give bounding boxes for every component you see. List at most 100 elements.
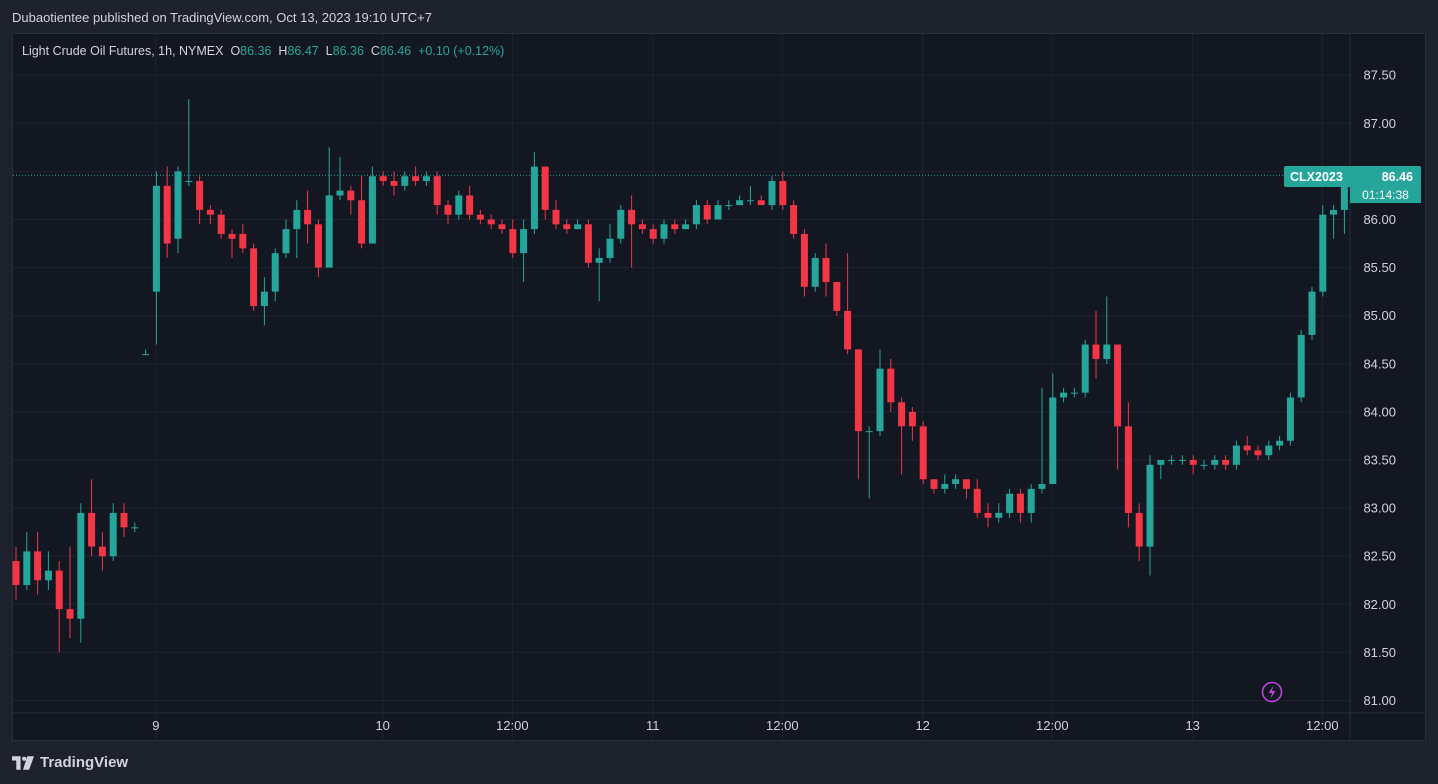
candle-body [1286,397,1294,441]
candle-body [1178,460,1186,461]
candle-body [174,171,182,239]
y-tick-label: 85.00 [1363,308,1396,323]
candle-body [1135,512,1143,547]
candle-body [1081,344,1089,393]
candle-body [185,181,193,183]
candle-body [77,512,85,619]
candle-body [919,426,927,480]
candle-body [196,181,204,210]
candle-body [833,282,841,311]
legend-low: 86.36 [332,44,364,58]
candle-body [1016,493,1024,513]
candle-body [876,368,884,432]
legend-high-label: H [278,44,288,58]
candle-body [1092,344,1100,359]
publish-header: Dubaotientee published on TradingView.co… [12,10,433,25]
candle-body [271,253,279,292]
candle-body [487,219,495,225]
candle-body [152,185,160,292]
candle-body [725,205,733,207]
candle-body [455,195,463,215]
candle-body [757,200,765,206]
x-tick-label: 12:00 [1036,718,1069,733]
candle-body [574,224,582,230]
candle-body [120,512,128,528]
candle-body [649,229,657,239]
candle-body [908,411,916,427]
legend-symbol: Light Crude Oil Futures, 1h, NYMEX [22,44,224,58]
candle-body [1146,464,1154,547]
candle-body [379,176,387,182]
tradingview-logo-icon [12,755,34,770]
candle-body [325,195,333,268]
lightning-bolt-icon[interactable] [1261,681,1283,703]
candle-body [88,512,96,547]
candle-body [1124,426,1132,513]
y-tick-label: 86.00 [1363,212,1396,227]
candle-body [250,248,258,307]
candle-body [390,181,398,186]
candle-body [617,209,625,239]
candle-body [23,551,31,586]
candle-body [941,484,949,489]
candle-body [995,512,1003,518]
candle-body [1211,460,1219,465]
last-price-tag: CLX2023 86.46 [1284,166,1421,187]
candle-body [509,229,517,254]
y-tick-label: 83.00 [1363,501,1396,516]
candle-body [142,354,150,356]
y-tick-label: 82.50 [1363,549,1396,564]
price-tag-value: 86.46 [1381,169,1413,184]
candle-body [163,185,171,244]
candle-body [606,238,614,258]
candle-body [790,205,798,234]
candle-body [952,479,960,485]
x-tick-label: 13 [1185,718,1199,733]
y-tick-label: 81.50 [1363,645,1396,660]
candle-body [260,291,268,307]
axis-labels: 87.5087.0086.5086.0085.5085.0084.5084.00… [152,68,1396,733]
legend-change: +0.10 (+0.12%) [418,44,505,58]
candle-body [1340,181,1348,210]
candle-body [304,209,312,225]
brand-name: TradingView [40,754,129,771]
candle-body [358,200,366,244]
candle-body [887,368,895,403]
chart-frame[interactable] [12,33,1426,741]
candle-body [206,209,214,215]
tradingview-brand[interactable]: TradingView [12,754,128,771]
candle-body [800,233,808,287]
price-tag-symbol: CLX2023 [1290,169,1343,184]
candle-body [973,488,981,513]
candle-body [131,527,139,529]
candle-body [1027,488,1035,513]
legend-close-label: C [370,44,380,58]
candle-body [293,209,301,230]
legend-open-label: O [230,44,241,58]
candle-body [962,479,970,489]
x-tick-label: 12 [915,718,929,733]
candle-body [55,570,63,610]
candle-body [552,209,560,225]
candle-body [628,209,636,225]
candle-body [498,224,506,230]
candle-body [1049,397,1057,485]
candle-body [1168,460,1176,461]
candle-body [1265,445,1273,456]
candle-body [671,224,679,230]
candle-body [1319,214,1327,292]
candle-body [1189,460,1197,465]
y-tick-label: 81.00 [1363,693,1396,708]
candle-body [1308,291,1316,335]
candle-body [779,181,787,206]
candle-body [822,257,830,283]
y-tick-label: 83.50 [1363,453,1396,468]
candle-body [336,190,344,196]
candle-body [1254,450,1262,456]
candle-body [217,214,225,234]
candle-body [703,205,711,220]
candle-body [811,257,819,287]
candle-body [1243,445,1251,451]
y-tick-label: 87.50 [1363,68,1396,83]
